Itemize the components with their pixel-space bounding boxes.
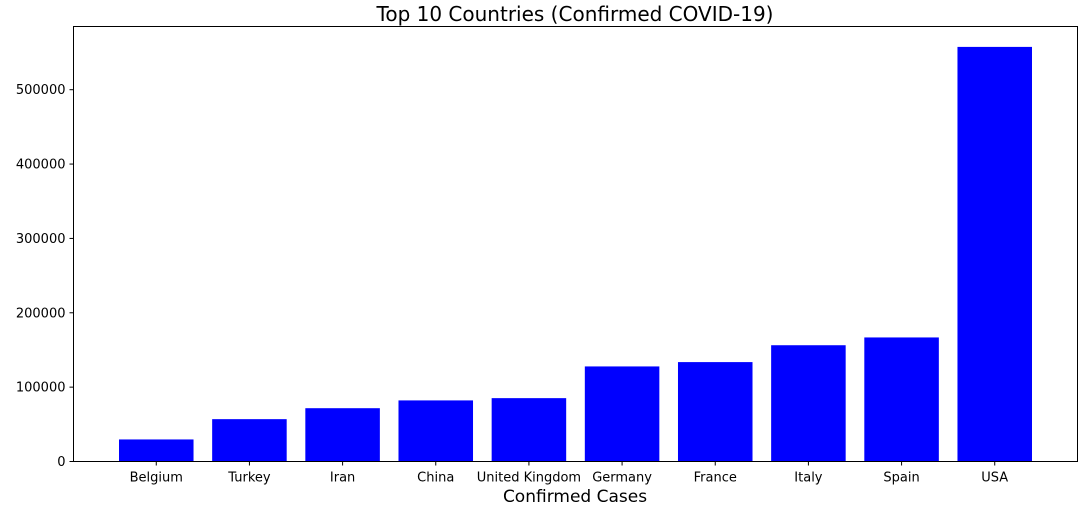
x-tick-label: Iran [330,471,355,486]
x-tick-label: Germany [592,471,652,486]
x-tick-label: Italy [794,471,823,486]
bar-belgium [119,439,194,462]
bar-united-kingdom [491,398,567,462]
y-tick-label: 300000 [16,232,66,247]
x-tick-label: China [417,471,454,486]
plot-frame [73,26,1078,462]
y-tick-label: 500000 [16,83,66,98]
bar-italy [771,345,846,462]
x-axis-label: Confirmed Cases [503,487,647,507]
y-axis: 0 100000 200000 300000 400000 500000 [16,83,74,470]
x-tick-label: Belgium [130,471,183,486]
bar-france [677,362,753,462]
bar-usa [957,46,1032,462]
chart-title: Top 10 Countries (Confirmed COVID-19) [376,2,774,26]
x-tick-label: Turkey [227,471,271,486]
y-tick-label: 100000 [16,381,66,396]
y-tick-label: 200000 [16,306,66,321]
x-tick-label: USA [981,471,1008,486]
bar-germany [584,366,660,462]
x-tick-label: France [694,471,737,486]
bars-group [119,46,1032,462]
bar-spain [864,337,939,462]
bar-china [398,400,474,462]
y-tick-label: 0 [57,455,65,470]
bar-iran [305,408,380,462]
bar-turkey [212,419,287,462]
y-tick-label: 400000 [16,158,66,173]
x-tick-label: Spain [883,471,919,486]
x-tick-label: United Kingdom [477,471,581,486]
x-axis: Belgium Turkey Iran China United Kingdom Germ… [130,461,1008,486]
